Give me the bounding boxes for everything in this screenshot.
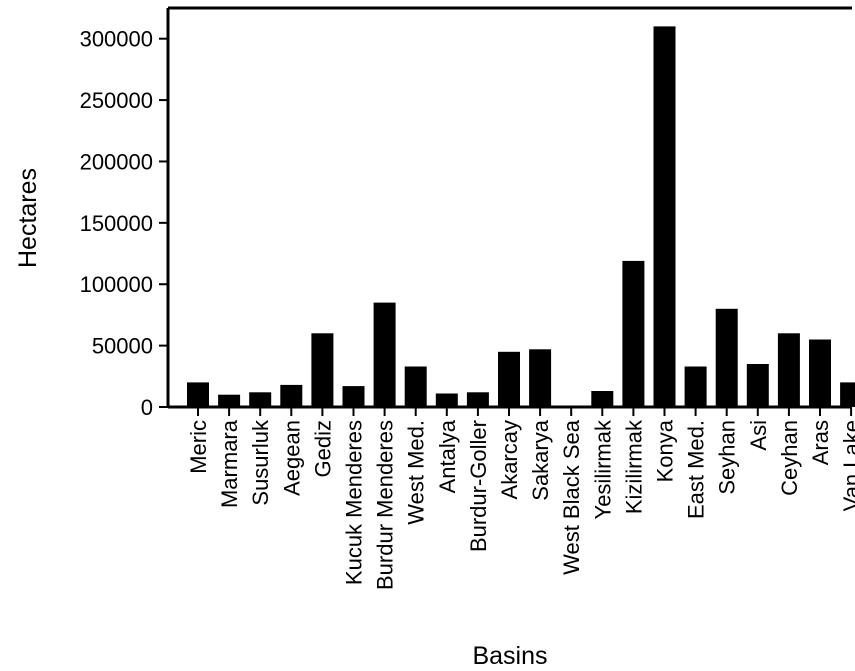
x-tick-label: Asi: [746, 420, 771, 451]
y-tick-label: 200000: [80, 149, 153, 174]
y-tick-label: 250000: [80, 88, 153, 113]
bar-konya: [653, 26, 676, 408]
x-tick-label: Burdur Menderes: [373, 420, 398, 590]
x-tick-label: Gediz: [310, 420, 335, 477]
x-tick-label: Seyhan: [715, 420, 740, 495]
bar-asi: [746, 364, 769, 407]
bar-van-lake: [840, 382, 855, 407]
x-tick-label: Sakarya: [528, 419, 553, 500]
bar-susurluk: [249, 392, 272, 407]
bar-ceyhan: [777, 333, 800, 407]
x-tick-label: Yesilirmak: [590, 419, 615, 519]
y-tick-label: 300000: [80, 27, 153, 52]
bar-burdur-menderes: [373, 302, 396, 407]
x-tick-label: Burdur-Goller: [466, 420, 491, 552]
bar-east-med: [684, 366, 707, 407]
bars-group: [187, 26, 855, 408]
x-tick-label: Marmara: [217, 419, 242, 508]
x-tick-label: Van Lake: [839, 420, 855, 511]
bar-meric: [187, 382, 209, 407]
bar-seyhan: [715, 308, 738, 407]
bar-antalya: [435, 393, 458, 407]
x-tick-label: Aras: [808, 420, 833, 465]
x-tick-label: Kucuk Menderes: [342, 420, 367, 585]
bar-burdur-goller: [466, 392, 489, 407]
x-tick-label: Kizilirmak: [621, 419, 646, 514]
bar-yesilirmak: [591, 391, 614, 407]
x-axis-title: Basins: [472, 642, 547, 670]
y-tick-label: 0: [141, 395, 153, 420]
bar-west-med: [404, 366, 427, 407]
y-axis-ticks: 0 50000 100000 150000 200000 250000 300000: [80, 27, 168, 420]
x-tick-label: Ceyhan: [777, 420, 802, 496]
bar-gediz: [311, 333, 334, 407]
x-tick-label: Konya: [653, 419, 678, 482]
x-tick-label: Susurluk: [248, 419, 273, 506]
x-tick-label: Akarcay: [497, 420, 522, 499]
bar-akarcay: [498, 351, 520, 407]
y-tick-label: 100000: [80, 272, 153, 297]
y-axis-title: Hectares: [14, 168, 42, 268]
x-tick-label: Aegean: [279, 420, 304, 496]
bar-aegean: [280, 384, 303, 407]
x-tick-label: West Med.: [404, 420, 429, 525]
y-tick-label: 150000: [80, 211, 153, 236]
x-tick-label: West Black Sea: [559, 419, 584, 575]
bar-kizilirmak: [622, 260, 645, 407]
y-tick-label: 50000: [92, 334, 153, 359]
x-tick-label: Meric: [186, 420, 211, 474]
bar-sakarya: [529, 349, 552, 407]
x-tick-label: East Med.: [684, 420, 709, 519]
x-tick-label: Antalya: [435, 419, 460, 493]
bar-aras: [809, 339, 831, 407]
x-axis-ticks: Meric Marmara Susurluk Aegean Gediz Kucuk Men…: [186, 407, 855, 590]
bar-marmara: [218, 394, 241, 407]
bar-kucuk-menderes: [342, 386, 365, 407]
